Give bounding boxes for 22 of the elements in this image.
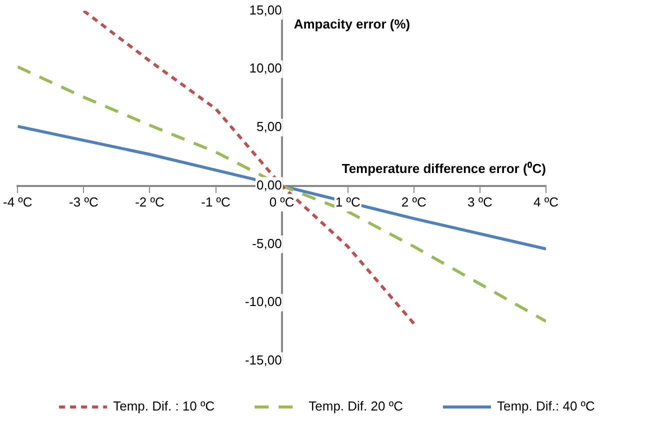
y-tick-label: 10,00	[249, 60, 282, 76]
y-axis-title: Ampacity error (%)	[294, 16, 410, 32]
y-tick-label: -10,00	[244, 294, 282, 310]
x-tick-label: 0 ºC	[269, 194, 294, 210]
line-series	[18, 65, 546, 323]
x-tick-label: -2 ºC	[135, 194, 164, 210]
x-tick-label: -3 ºC	[69, 194, 98, 210]
y-tick-label: -5,00	[252, 236, 282, 251]
x-tick-label: 4 ºC	[534, 194, 558, 210]
legend-label: Temp. Dif. : 10 ºC	[113, 398, 215, 414]
x-axis-title: Temperature difference error (⁰C)	[342, 160, 546, 176]
y-tick-label: 15,00	[249, 2, 282, 18]
legend-label: Temp. Dif. 20 ºC	[308, 398, 403, 414]
x-tick-label: 2 ºC	[401, 194, 426, 210]
x-tick-label: -1 ºC	[201, 194, 230, 210]
y-tick-label: -15,00	[244, 352, 282, 368]
legend-label: Temp. Dif.: 40 ºC	[496, 398, 595, 414]
y-tick-label: 0,00	[256, 177, 282, 192]
x-tick-label: -4 ºC	[2, 194, 32, 210]
x-tick-label: 1 ºC	[335, 194, 360, 210]
x-tick-label: 3 ºC	[467, 194, 492, 210]
y-tick-label: 5,00	[256, 119, 282, 134]
